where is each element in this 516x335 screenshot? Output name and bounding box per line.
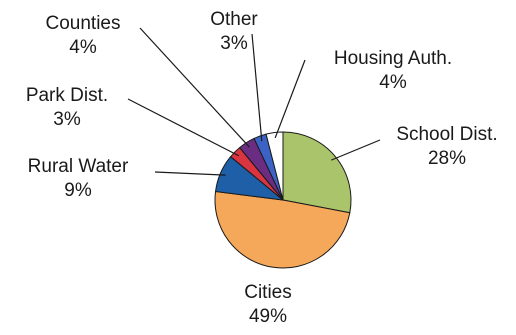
leader-line-other	[251, 33, 263, 142]
slice-label: Rural Water	[28, 156, 129, 177]
slice-percent-label: 9%	[64, 180, 92, 201]
leader-line-counties	[139, 27, 250, 148]
leader-line-housing-auth	[274, 59, 306, 139]
leader-line-school-dist	[330, 139, 381, 161]
slice-percent-label: 3%	[53, 109, 81, 130]
leader-line-park-dist	[127, 98, 240, 157]
pie-slice-housing-auth	[265, 131, 284, 201]
labels-layer: School Dist. 28% Cities 49% Rural Water 9% Par…	[26, 9, 498, 327]
slice-percent-label: 3%	[220, 33, 248, 54]
slice-label: Counties	[46, 13, 121, 34]
slice-percent-label: 28%	[428, 148, 466, 169]
slice-percent-label: 49%	[249, 306, 287, 327]
slice-label: Housing Auth.	[334, 48, 452, 69]
slice-label: School Dist.	[396, 124, 497, 145]
leader-line-rural-water	[154, 171, 226, 176]
slices-layer	[214, 131, 352, 269]
slice-percent-label: 4%	[69, 37, 97, 58]
slice-label: Cities	[244, 282, 292, 303]
pie-slice-school-dist	[282, 131, 352, 214]
slice-label: Park Dist.	[26, 85, 108, 106]
pie-slice-cities	[214, 190, 351, 269]
slice-percent-label: 4%	[379, 72, 407, 93]
leader-lines-layer	[127, 27, 381, 176]
slice-label: Other	[210, 9, 258, 30]
